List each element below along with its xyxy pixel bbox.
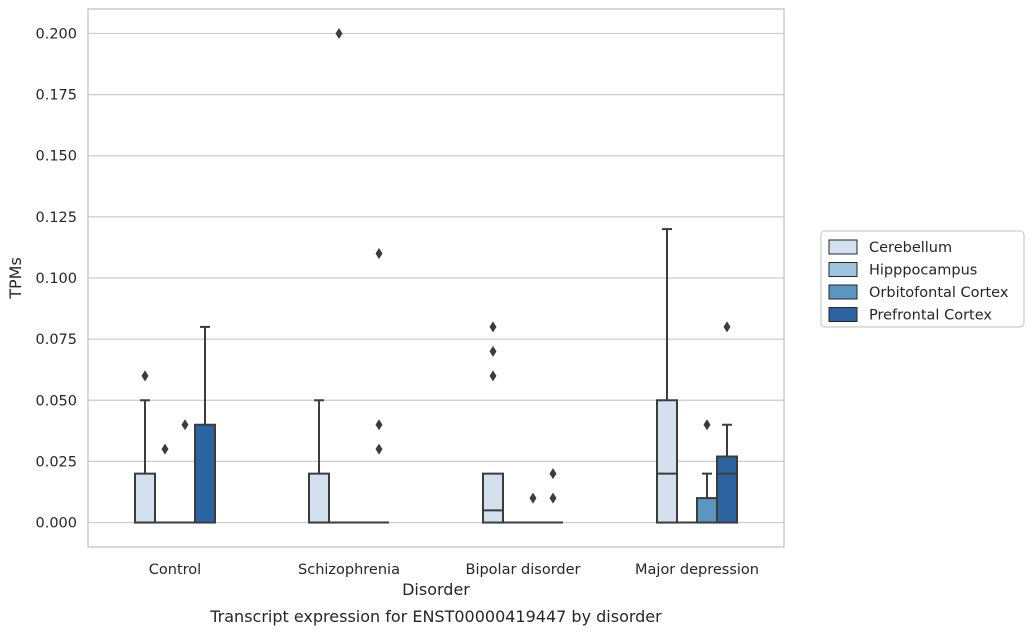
outlier-point xyxy=(723,321,731,333)
y-tick-label: 0.050 xyxy=(35,393,77,409)
y-tick-label: 0.100 xyxy=(35,271,77,287)
outlier-point xyxy=(703,419,711,431)
box-plot xyxy=(175,419,195,524)
legend-label: Prefrontal Cortex xyxy=(869,308,992,324)
box-plot xyxy=(134,370,156,524)
legend-label: Orbitofontal Cortex xyxy=(869,285,1009,301)
box xyxy=(656,399,678,524)
x-tick-label: Control xyxy=(149,562,201,578)
box-plot xyxy=(308,399,330,524)
outlier-point xyxy=(529,492,537,504)
y-tick-label: 0.025 xyxy=(35,454,77,470)
plot-frame xyxy=(87,8,785,548)
chart-caption: Transcript expression for ENST0000041944… xyxy=(209,607,662,626)
legend-swatch xyxy=(828,307,858,322)
outlier-point xyxy=(375,443,383,455)
box-plot xyxy=(329,27,349,524)
legend-swatch xyxy=(828,284,858,300)
y-tick-label: 0.200 xyxy=(35,26,77,42)
outlier-point xyxy=(161,443,169,455)
outlier-point xyxy=(489,370,497,382)
outlier-point xyxy=(489,345,497,357)
outlier-point xyxy=(181,419,189,431)
box-plot xyxy=(696,419,718,524)
outlier-point xyxy=(375,419,383,431)
box xyxy=(308,472,330,524)
y-axis-label: TPMs xyxy=(6,257,25,300)
y-tick-label: 0.150 xyxy=(35,149,77,165)
box xyxy=(716,455,738,524)
x-axis-ticks: Control Schizophrenia Bipolar disorder Majo… xyxy=(149,562,759,578)
box xyxy=(134,472,156,524)
y-tick-label: 0.125 xyxy=(35,210,77,226)
outlier-point xyxy=(375,248,383,260)
box-plot xyxy=(482,321,504,524)
box xyxy=(482,472,504,524)
outlier-point xyxy=(489,321,497,333)
y-tick-label: 0.175 xyxy=(35,88,77,104)
x-tick-label: Schizophrenia xyxy=(298,562,400,578)
outlier-point xyxy=(141,370,149,382)
x-tick-label: Bipolar disorder xyxy=(466,562,581,578)
x-tick-label: Major depression xyxy=(635,562,759,578)
legend: Cerebellum Hipppocampus Orbitofontal Corte… xyxy=(820,230,1025,328)
box xyxy=(194,423,216,524)
gridlines xyxy=(88,32,784,524)
legend-frame xyxy=(820,230,1025,328)
box-plot xyxy=(543,468,563,524)
y-axis-ticks: 0.000 0.025 0.050 0.075 0.100 0.125 0.150 0.175… xyxy=(35,26,77,531)
outlier-point xyxy=(549,468,557,480)
outlier-point xyxy=(335,27,343,39)
legend-swatch xyxy=(828,262,858,277)
box-plots xyxy=(134,27,738,524)
box-plot xyxy=(656,228,678,524)
legend-swatch xyxy=(828,239,858,255)
box-plot xyxy=(716,321,738,524)
box-plot xyxy=(194,325,216,524)
x-axis-label: Disorder xyxy=(402,580,470,599)
outlier-point xyxy=(549,492,557,504)
box-plot xyxy=(523,492,543,524)
legend-label: Cerebellum xyxy=(869,240,952,256)
box-plot xyxy=(369,248,389,524)
box xyxy=(696,497,718,524)
box-plot xyxy=(155,443,175,524)
y-tick-label: 0.075 xyxy=(35,332,77,348)
y-tick-label: 0.000 xyxy=(35,516,77,532)
legend-label: Hipppocampus xyxy=(869,263,977,279)
